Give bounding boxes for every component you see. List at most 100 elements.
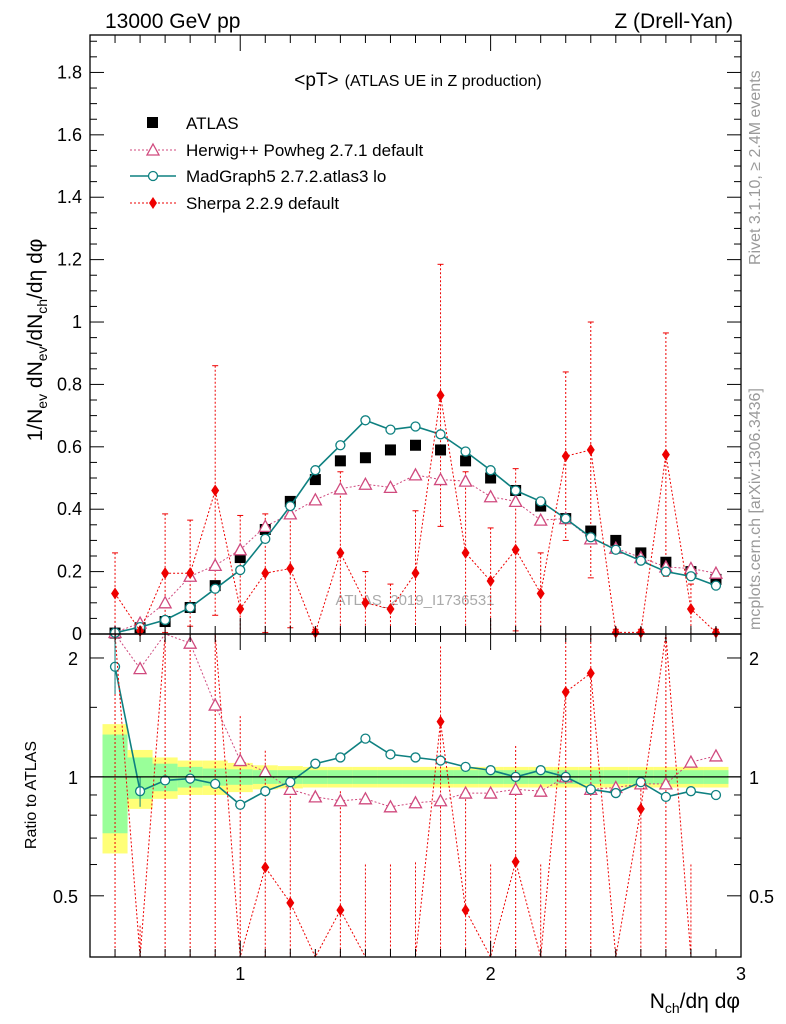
ratio-point-s3-6 — [261, 861, 270, 874]
point-s2-21 — [635, 555, 646, 566]
point-s2-16 — [510, 485, 521, 496]
main-series-layer — [107, 263, 724, 639]
main-ytick-label-9: 1.8 — [57, 62, 82, 82]
main-ytick-label-4: 0.8 — [57, 374, 82, 394]
point-s3-10 — [361, 596, 370, 609]
point-s2-17 — [535, 496, 546, 507]
ratio-point-s2-20 — [610, 787, 621, 799]
ratio-point-s1-1 — [132, 661, 148, 675]
point-s0-11 — [384, 444, 396, 456]
ratio-series-layer — [109, 633, 724, 959]
point-s3-9 — [336, 546, 345, 559]
point-s3-11 — [386, 603, 395, 616]
main-ytick-label-3: 0.6 — [57, 437, 82, 457]
ratio-point-s3-13 — [436, 715, 445, 728]
point-s3-22 — [661, 448, 670, 461]
ratio-point-s2-12 — [410, 752, 421, 763]
ratio-point-s2-11 — [385, 749, 396, 760]
main-ytick-label-2: 0.4 — [57, 499, 82, 519]
ratio-point-s2-24 — [710, 789, 722, 801]
ratio-point-s3-18 — [561, 686, 570, 699]
ratio-point-s2-22 — [660, 791, 672, 803]
ratio-point-s1-3 — [183, 635, 198, 649]
legend-label-herwig: Herwig++ Powheg 2.7.1 default — [186, 141, 423, 160]
main-ytick-label-1: 0.2 — [57, 562, 82, 582]
legend-marker-herwig — [145, 142, 161, 156]
point-s2-22 — [660, 566, 672, 577]
ratio-point-s1-13 — [433, 793, 448, 807]
point-s3-7 — [286, 562, 295, 575]
legend-entry-herwig: Herwig++ Powheg 2.7.1 default — [130, 141, 423, 160]
point-s0-9 — [334, 455, 346, 467]
point-s2-11 — [385, 424, 396, 435]
point-s2-24 — [710, 580, 722, 591]
ratio-ytick-label-right-0: 0.5 — [749, 887, 774, 907]
point-s2-12 — [410, 421, 421, 432]
ratio-point-s2-5 — [235, 799, 246, 810]
point-s0-12 — [410, 439, 421, 451]
point-s0-20 — [610, 534, 622, 546]
point-s3-0 — [111, 587, 120, 600]
point-s2-6 — [260, 533, 271, 544]
point-s3-14 — [461, 546, 470, 559]
ratio-point-s2-23 — [685, 786, 697, 797]
ratio-point-s3-16 — [511, 855, 520, 868]
point-s3-13 — [436, 389, 445, 402]
point-s1-14 — [458, 473, 473, 487]
ratio-ytick-label-right-1: 1 — [749, 768, 759, 788]
point-s2-4 — [210, 583, 221, 594]
ratio-point-s3-14 — [461, 904, 470, 917]
ratio-point-s2-14 — [460, 761, 471, 773]
legend-marker-madgraph — [147, 170, 159, 182]
ratio-point-s1-9 — [333, 793, 348, 807]
point-s2-18 — [560, 513, 571, 524]
ratio-point-s2-13 — [435, 755, 446, 766]
point-s1-12 — [408, 467, 423, 481]
ratio-point-s3-21 — [636, 802, 645, 815]
main-ytick-label-0: 0 — [72, 624, 82, 644]
point-s0-10 — [359, 452, 371, 464]
point-s1-10 — [358, 476, 373, 490]
ratio-point-s3-7 — [286, 896, 295, 909]
point-s0-14 — [460, 455, 472, 467]
ratio-point-s2-19 — [585, 784, 596, 795]
point-s3-12 — [411, 567, 420, 580]
point-s1-6 — [258, 519, 273, 533]
main-ytick-label-7: 1.4 — [57, 187, 82, 207]
ratio-point-s1-24 — [708, 748, 724, 762]
point-s2-13 — [435, 429, 446, 440]
axes-layer: 0 0.2 0.4 0.6 0.8 1 1.2 1.4 1.6 1.8 0.5 0.5 1 1 2 2 1 2 3 — [53, 34, 774, 984]
header-right: Z (Drell-Yan) — [614, 10, 733, 33]
point-s2-5 — [235, 564, 246, 576]
ratio-point-s2-2 — [159, 775, 171, 786]
ratio-ytick-label-0: 0.5 — [53, 887, 78, 907]
svg-text:Nch/dη dφ: Nch/dη dφ — [650, 990, 740, 1016]
point-s3-5 — [236, 603, 245, 616]
point-s3-16 — [511, 543, 520, 556]
ratio-point-s3-9 — [336, 904, 345, 917]
chart-title-main: <pT> — [294, 70, 338, 91]
point-s1-2 — [158, 595, 173, 609]
legend-marker-atlas — [147, 117, 158, 128]
point-s1-13 — [433, 472, 448, 486]
ratio-point-s2-3 — [185, 773, 196, 784]
ratio-point-s2-4 — [210, 778, 221, 790]
point-s1-4 — [208, 558, 223, 572]
xtick-label-1: 2 — [486, 964, 496, 984]
ratio-point-s1-22 — [658, 776, 673, 790]
point-s1-24 — [708, 565, 724, 579]
point-s2-23 — [685, 571, 697, 582]
main-ytick-label-8: 1.6 — [57, 125, 82, 145]
xtick-label-0: 1 — [235, 964, 245, 984]
point-s0-5 — [234, 552, 246, 564]
point-s3-19 — [586, 443, 595, 456]
ratio-point-s1-11 — [383, 799, 398, 813]
main-ytick-label-5: 1 — [72, 312, 82, 332]
mcplots-label: mcplots.cern.ch [arXiv:1306.3436] — [747, 388, 764, 630]
chart-title: <pT> (ATLAS UE in Z production) — [294, 70, 541, 91]
ratio-ytick-label-1: 1 — [68, 768, 78, 788]
point-s2-14 — [460, 446, 471, 457]
point-s1-15 — [483, 489, 498, 503]
legend-entry-sherpa: Sherpa 2.2.9 default — [130, 194, 339, 213]
legend-label-sherpa: Sherpa 2.2.9 default — [186, 194, 339, 213]
